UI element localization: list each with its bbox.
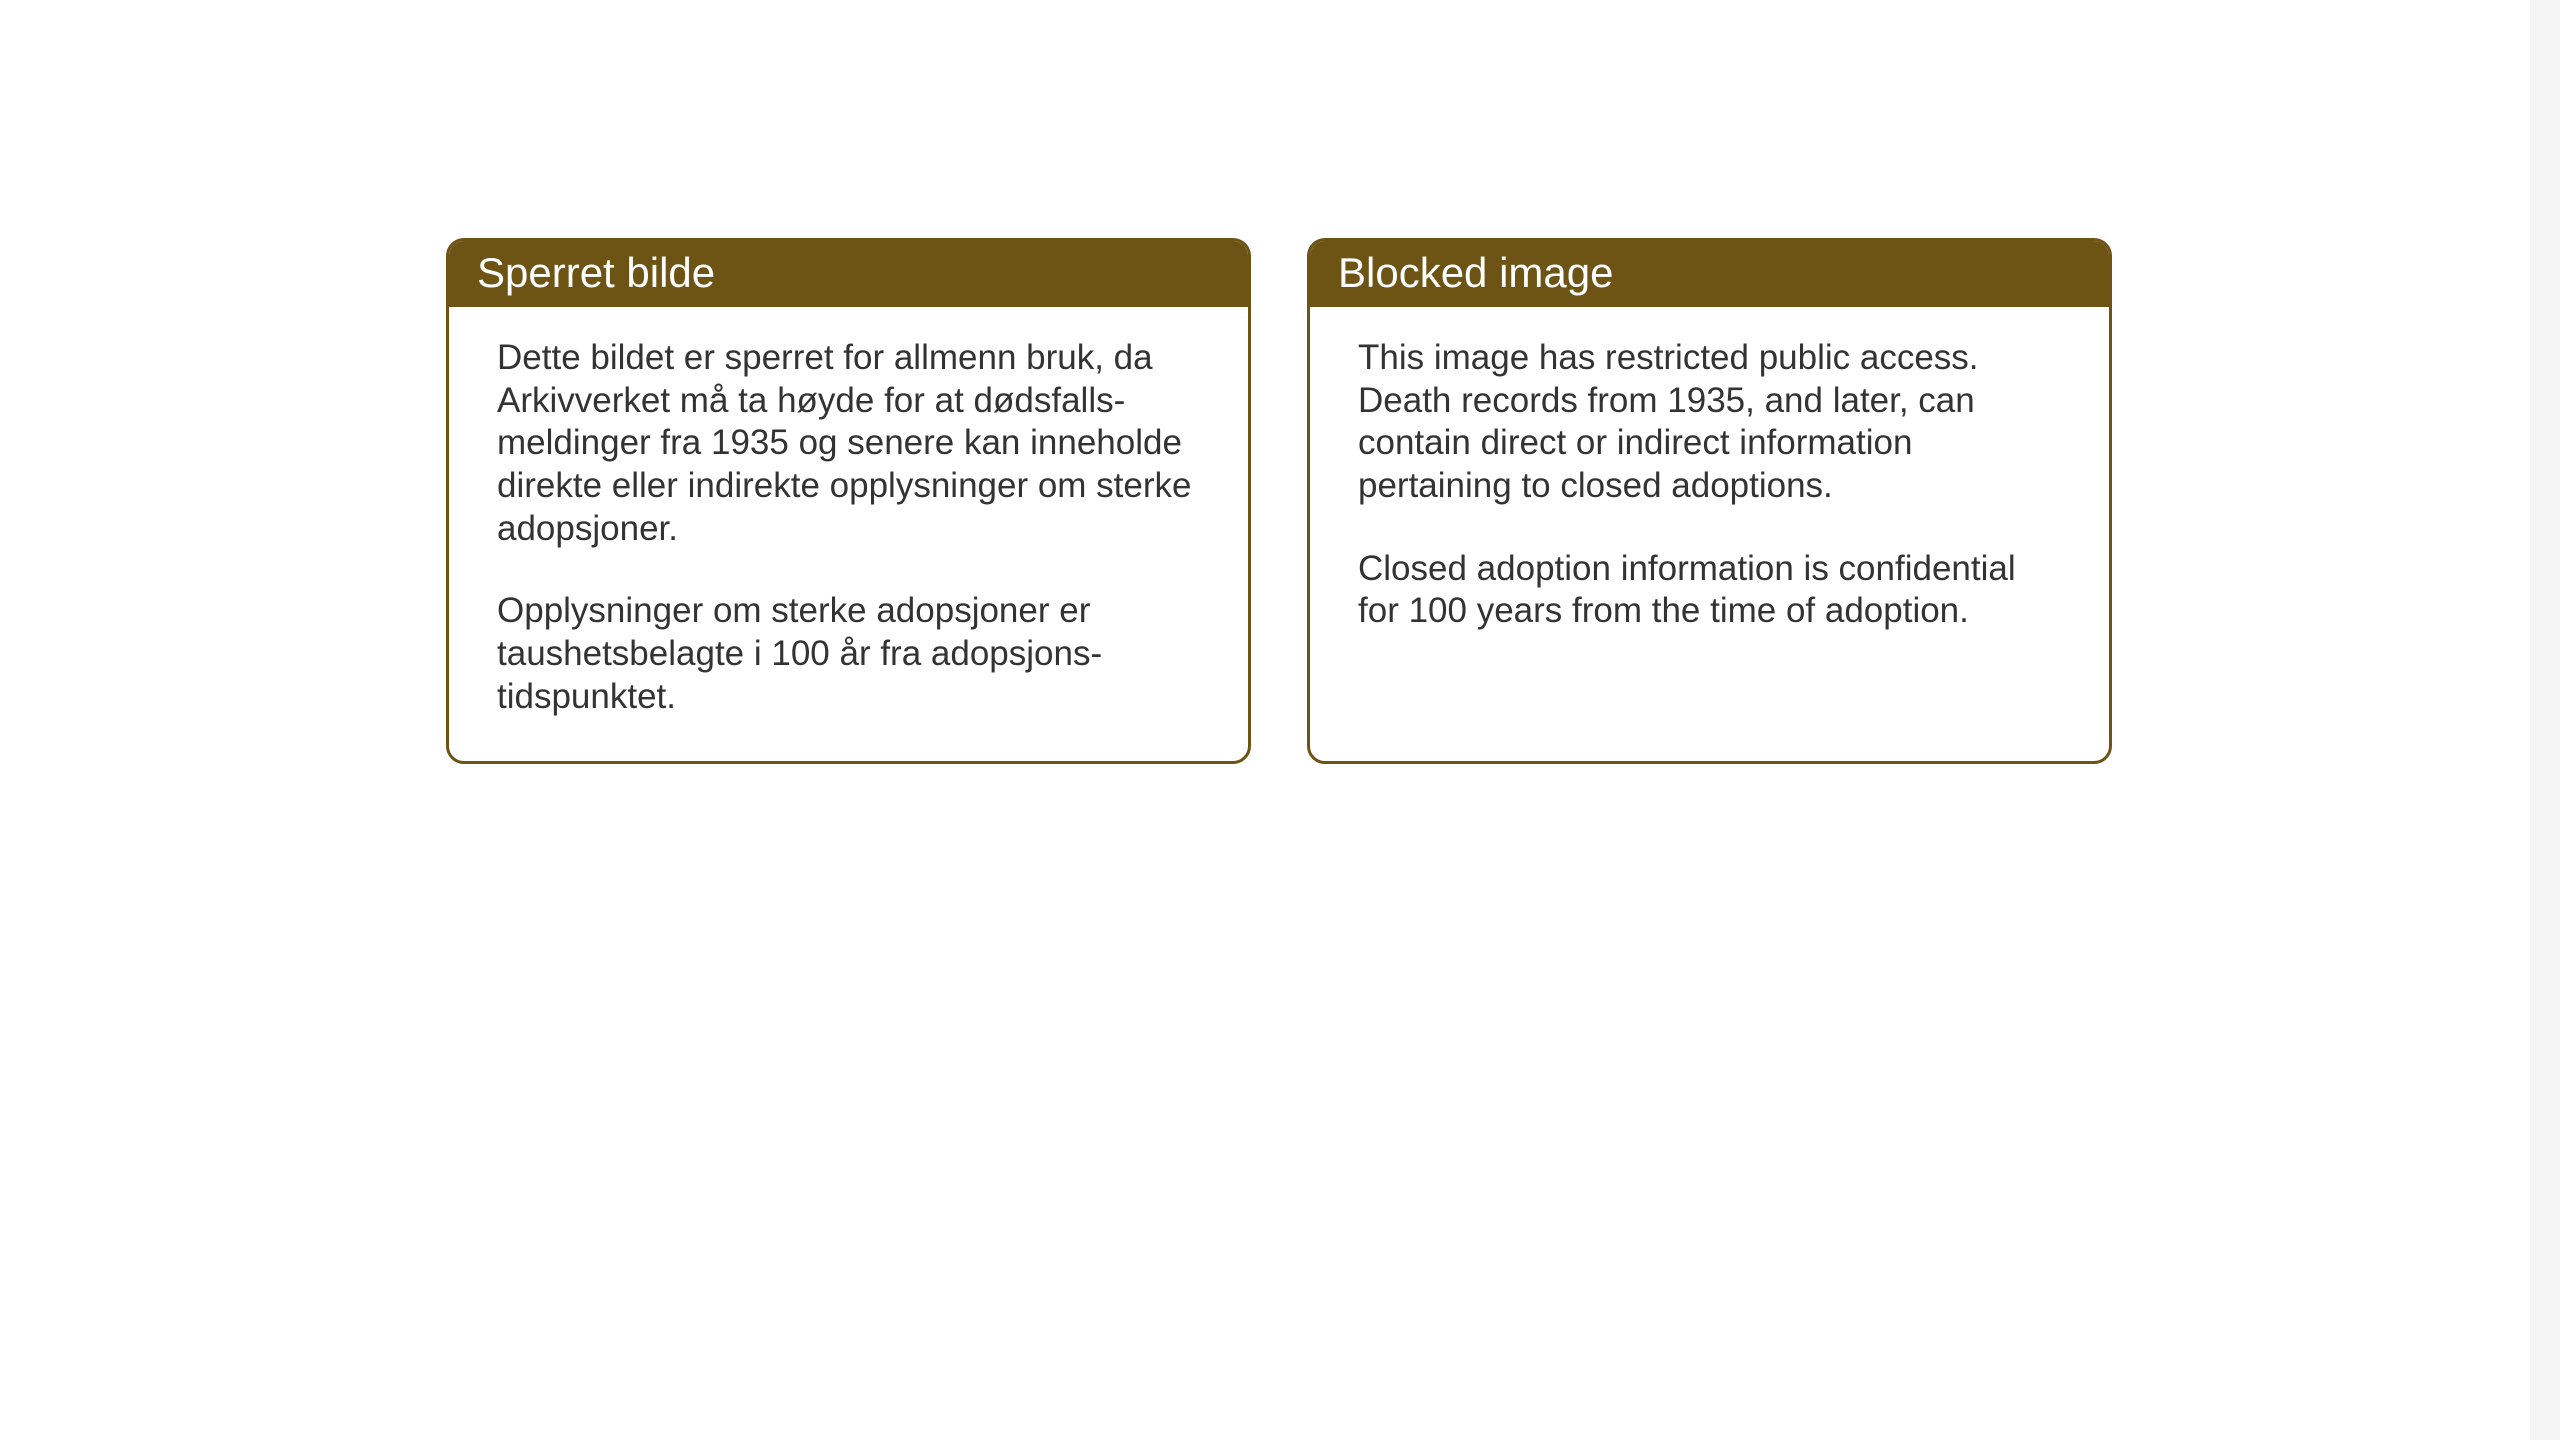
notice-paragraph-2-english: Closed adoption information is confident…: [1358, 548, 2061, 633]
notice-paragraph-1-norwegian: Dette bildet er sperret for allmenn bruk…: [497, 337, 1200, 550]
notice-box-english: Blocked image This image has restricted …: [1307, 238, 2112, 764]
notice-title-norwegian: Sperret bilde: [477, 249, 715, 296]
notice-body-norwegian: Dette bildet er sperret for allmenn bruk…: [449, 307, 1248, 761]
notice-container: Sperret bilde Dette bildet er sperret fo…: [446, 238, 2112, 764]
notice-body-english: This image has restricted public access.…: [1310, 307, 2109, 675]
notice-header-norwegian: Sperret bilde: [449, 241, 1248, 307]
notice-header-english: Blocked image: [1310, 241, 2109, 307]
notice-paragraph-1-english: This image has restricted public access.…: [1358, 337, 2061, 508]
notice-box-norwegian: Sperret bilde Dette bildet er sperret fo…: [446, 238, 1251, 764]
notice-paragraph-2-norwegian: Opplysninger om sterke adopsjoner er tau…: [497, 590, 1200, 718]
scrollbar-track[interactable]: [2530, 0, 2560, 1440]
notice-title-english: Blocked image: [1338, 249, 1613, 296]
